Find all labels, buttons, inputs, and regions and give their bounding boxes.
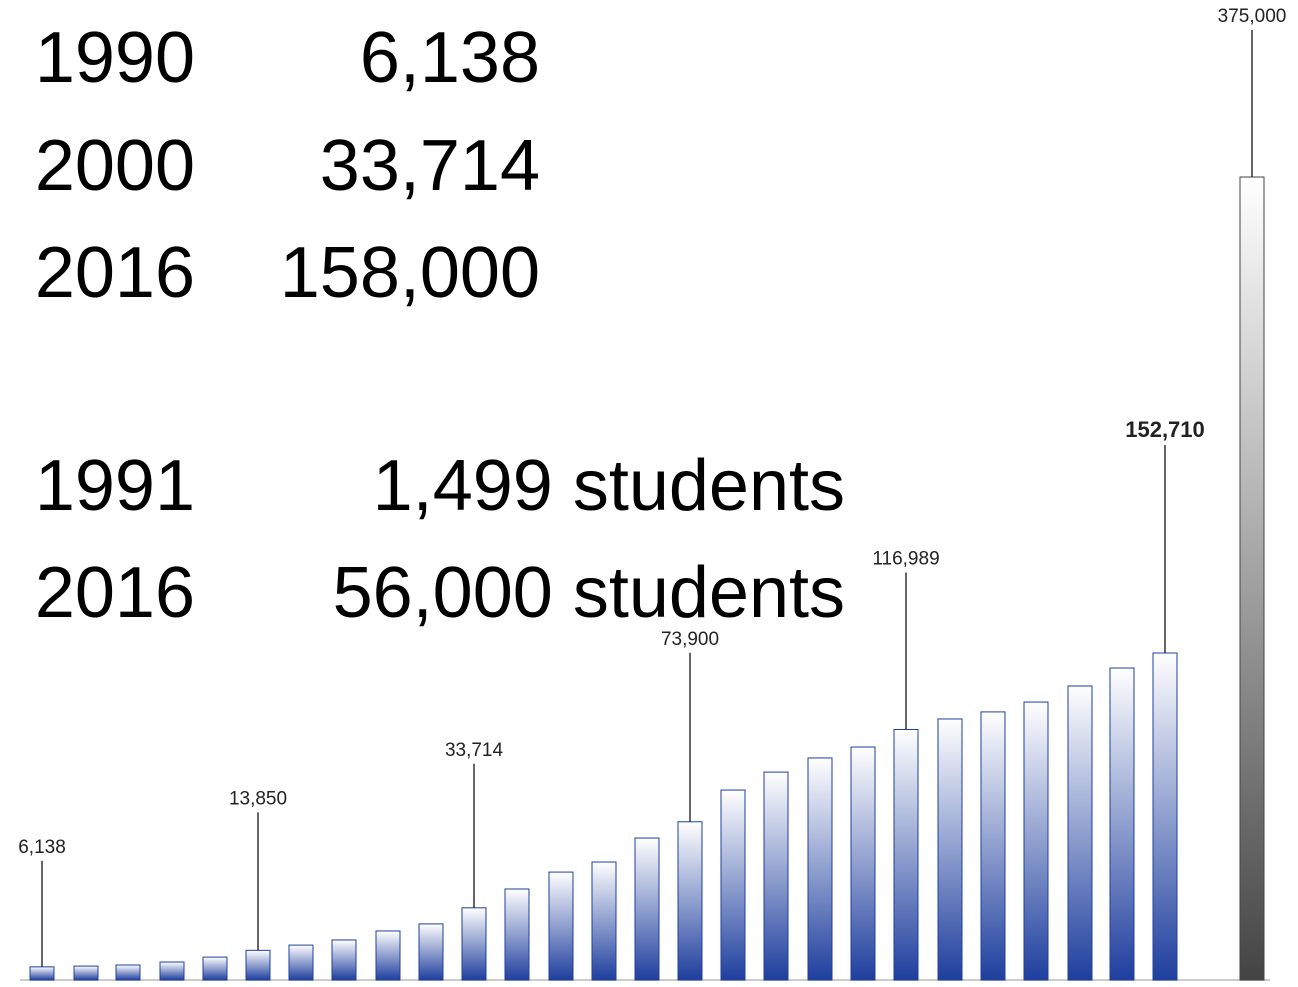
value-label: 152,710: [1125, 417, 1205, 442]
bar: [115, 964, 141, 981]
value-label: 116,989: [872, 548, 939, 569]
bar: [634, 837, 660, 981]
bar: [937, 718, 963, 981]
value-label: 33,714: [445, 740, 504, 761]
bar: [159, 961, 185, 981]
amount: 56,000 students: [333, 553, 845, 633]
bar: [29, 966, 55, 981]
bar: [331, 939, 357, 981]
year: 1991: [35, 446, 195, 526]
bar: [893, 728, 919, 981]
bar: [720, 789, 746, 981]
bar: [202, 956, 228, 981]
bar: [980, 711, 1006, 981]
value-label: 375,000: [1218, 6, 1287, 27]
year: 2016: [35, 233, 195, 313]
value-label: 13,850: [229, 788, 287, 809]
bar: [73, 965, 99, 981]
bar: [504, 888, 530, 981]
bar: [245, 949, 271, 981]
year: 2016: [35, 553, 195, 633]
bar: [850, 746, 876, 981]
bar: [807, 757, 833, 981]
bar: [548, 871, 574, 981]
bar: [1239, 176, 1265, 981]
bar: [591, 861, 617, 981]
value-label: 73,900: [661, 629, 719, 650]
bar: [1109, 667, 1135, 981]
bar: [1067, 685, 1093, 981]
amount: 33,714: [320, 126, 540, 206]
year: 2000: [35, 126, 195, 206]
bar: [1152, 652, 1178, 981]
bar: [677, 821, 703, 981]
bar: [375, 930, 401, 981]
bar: [418, 923, 444, 981]
amount: 6,138: [360, 18, 540, 98]
amount: 158,000: [280, 233, 540, 313]
bar: [1023, 701, 1049, 981]
amount: 1,499 students: [373, 446, 845, 526]
bar: [763, 771, 789, 981]
value-label: 6,138: [18, 837, 66, 858]
bar: [461, 907, 487, 981]
year: 1990: [35, 18, 195, 98]
bar: [288, 944, 314, 981]
